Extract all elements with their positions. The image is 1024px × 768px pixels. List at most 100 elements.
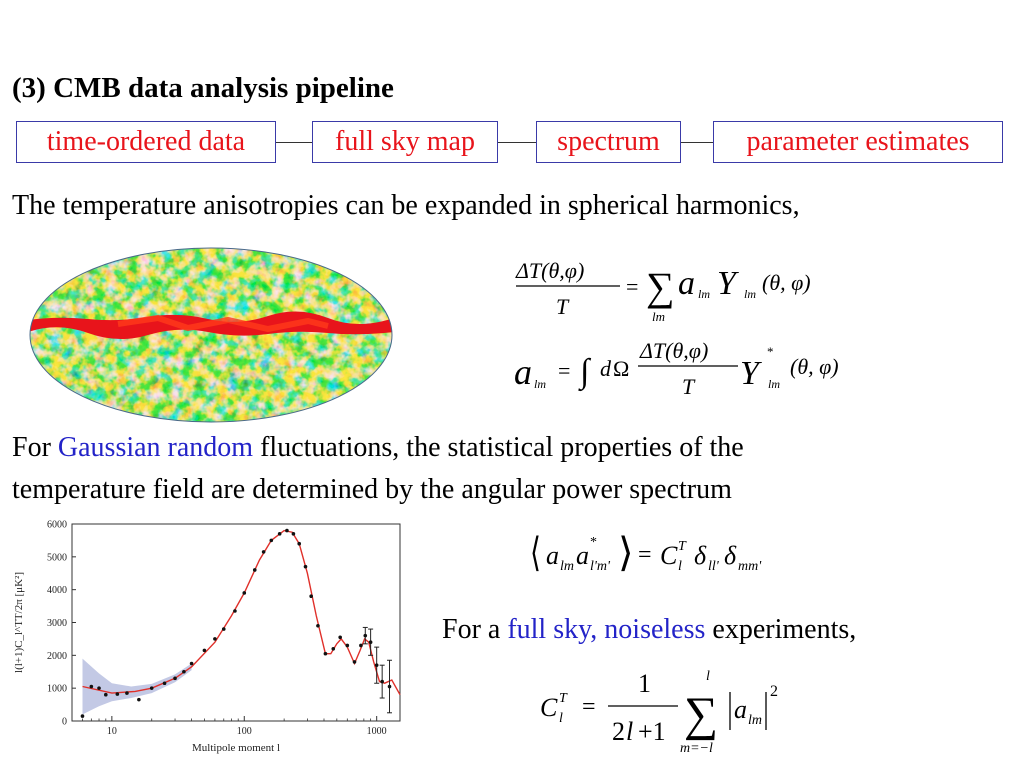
- gaussian-text-after: fluctuations, the statistical properties…: [253, 432, 744, 463]
- data-point: [242, 591, 247, 595]
- svg-text:(θ, φ): (θ, φ): [762, 270, 811, 295]
- data-point: [115, 692, 120, 696]
- data-point: [345, 643, 350, 648]
- slide-title: (3) CMB data analysis pipeline: [12, 72, 394, 104]
- data-point: [233, 609, 237, 613]
- pipeline-step-spectrum: spectrum: [536, 121, 681, 163]
- svg-text:lm: lm: [560, 559, 574, 574]
- data-point: [269, 538, 274, 543]
- svg-text:Y: Y: [740, 355, 762, 392]
- data-point: [309, 594, 313, 599]
- pipeline-connector: [498, 142, 536, 143]
- svg-text:lm: lm: [652, 309, 665, 324]
- svg-text:C: C: [660, 541, 678, 570]
- pipeline-step-time-ordered-data: time-ordered data: [16, 121, 276, 163]
- svg-text:=: =: [558, 358, 570, 383]
- x-tick-label: 1000: [367, 726, 387, 737]
- svg-text:ll': ll': [708, 559, 720, 574]
- data-point: [277, 532, 282, 536]
- data-point: [285, 528, 289, 533]
- data-point: [352, 660, 357, 664]
- data-point: [331, 646, 336, 651]
- fullsky-text: For a full sky, noiseless experiments,: [442, 614, 856, 646]
- y-tick-label: 5000: [47, 552, 67, 563]
- svg-text:δ: δ: [724, 541, 737, 570]
- svg-text:ΔT(θ,φ): ΔT(θ,φ): [515, 258, 584, 283]
- pipeline-step-full-sky-map: full sky map: [312, 121, 498, 163]
- svg-text:2: 2: [612, 717, 625, 746]
- svg-text:a: a: [678, 265, 695, 302]
- data-point: [173, 676, 177, 681]
- gaussian-random-highlight: Gaussian random: [57, 432, 254, 463]
- y-tick-label: 2000: [47, 651, 67, 662]
- svg-text:⟨: ⟨: [530, 531, 541, 575]
- svg-text:=: =: [638, 542, 652, 568]
- data-point: [316, 623, 320, 628]
- svg-text:mm': mm': [738, 559, 762, 574]
- cosmic-variance-band: [82, 658, 192, 715]
- svg-text:T: T: [559, 691, 568, 706]
- y-tick-label: 1000: [47, 684, 67, 695]
- data-point: [368, 640, 373, 644]
- data-point: [89, 684, 94, 689]
- data-point: [202, 648, 207, 653]
- svg-text:a: a: [576, 541, 589, 570]
- data-point: [189, 661, 194, 666]
- svg-text:2: 2: [770, 683, 778, 700]
- svg-text:lm: lm: [768, 377, 780, 391]
- intro-text: The temperature anisotropies can be expa…: [12, 190, 800, 221]
- y-tick-label: 3000: [47, 618, 67, 629]
- x-axis-label: Multipole moment l: [192, 742, 280, 754]
- data-point: [104, 692, 108, 697]
- x-tick-label: 10: [107, 726, 117, 737]
- fullsky-text-before: For a: [442, 614, 508, 645]
- svg-text:l: l: [626, 717, 633, 746]
- svg-text:lm: lm: [744, 287, 756, 301]
- data-point: [261, 550, 266, 554]
- data-point: [221, 627, 226, 631]
- svg-text:C: C: [540, 693, 558, 722]
- data-point: [297, 541, 302, 546]
- x-tick-label: 100: [237, 726, 252, 737]
- svg-text:1: 1: [638, 669, 651, 698]
- svg-text:l: l: [706, 669, 710, 684]
- svg-text:*: *: [590, 535, 597, 550]
- data-point: [363, 633, 368, 638]
- svg-text:T: T: [678, 539, 687, 554]
- svg-text:a: a: [514, 352, 532, 392]
- svg-text:δ: δ: [694, 541, 707, 570]
- data-point: [137, 697, 141, 702]
- svg-text:=: =: [582, 694, 596, 720]
- data-point: [97, 686, 101, 690]
- data-point: [323, 651, 328, 656]
- data-point: [291, 532, 296, 536]
- equation-estimator: C T l = 1 2 l +1 l ∑ m=−l a lm 2: [540, 660, 800, 760]
- data-point: [387, 684, 392, 689]
- svg-text:=: =: [626, 274, 638, 299]
- svg-text:lm: lm: [748, 713, 762, 728]
- fullsky-noiseless-highlight: full sky, noiseless: [507, 614, 706, 645]
- data-point: [80, 714, 85, 718]
- svg-text:l: l: [559, 711, 563, 726]
- data-point: [380, 679, 384, 684]
- equation-expansion: ΔT(θ,φ) T = ∑ lm a lm Y lm (θ, φ): [512, 248, 852, 326]
- svg-text:+1: +1: [638, 717, 666, 746]
- svg-text:Y: Y: [717, 265, 739, 302]
- svg-text:l'm': l'm': [590, 559, 611, 574]
- data-point: [303, 564, 308, 569]
- svg-text:lm: lm: [698, 287, 710, 301]
- svg-text:a: a: [546, 541, 559, 570]
- svg-text:T: T: [556, 294, 570, 319]
- y-tick-label: 0: [62, 717, 67, 728]
- data-point: [162, 681, 167, 686]
- cmb-sky-map: [29, 247, 393, 423]
- svg-text:Ω: Ω: [613, 356, 629, 381]
- svg-text:a: a: [734, 695, 747, 724]
- y-axis-label: l(l+1)C_l^TT/2π [μK²]: [13, 572, 25, 673]
- pipeline-step-parameter-estimates: parameter estimates: [713, 121, 1003, 163]
- data-point: [182, 669, 186, 674]
- data-point: [213, 637, 217, 641]
- data-point: [149, 686, 154, 690]
- svg-text:d: d: [600, 356, 612, 381]
- pipeline-connector: [681, 142, 713, 143]
